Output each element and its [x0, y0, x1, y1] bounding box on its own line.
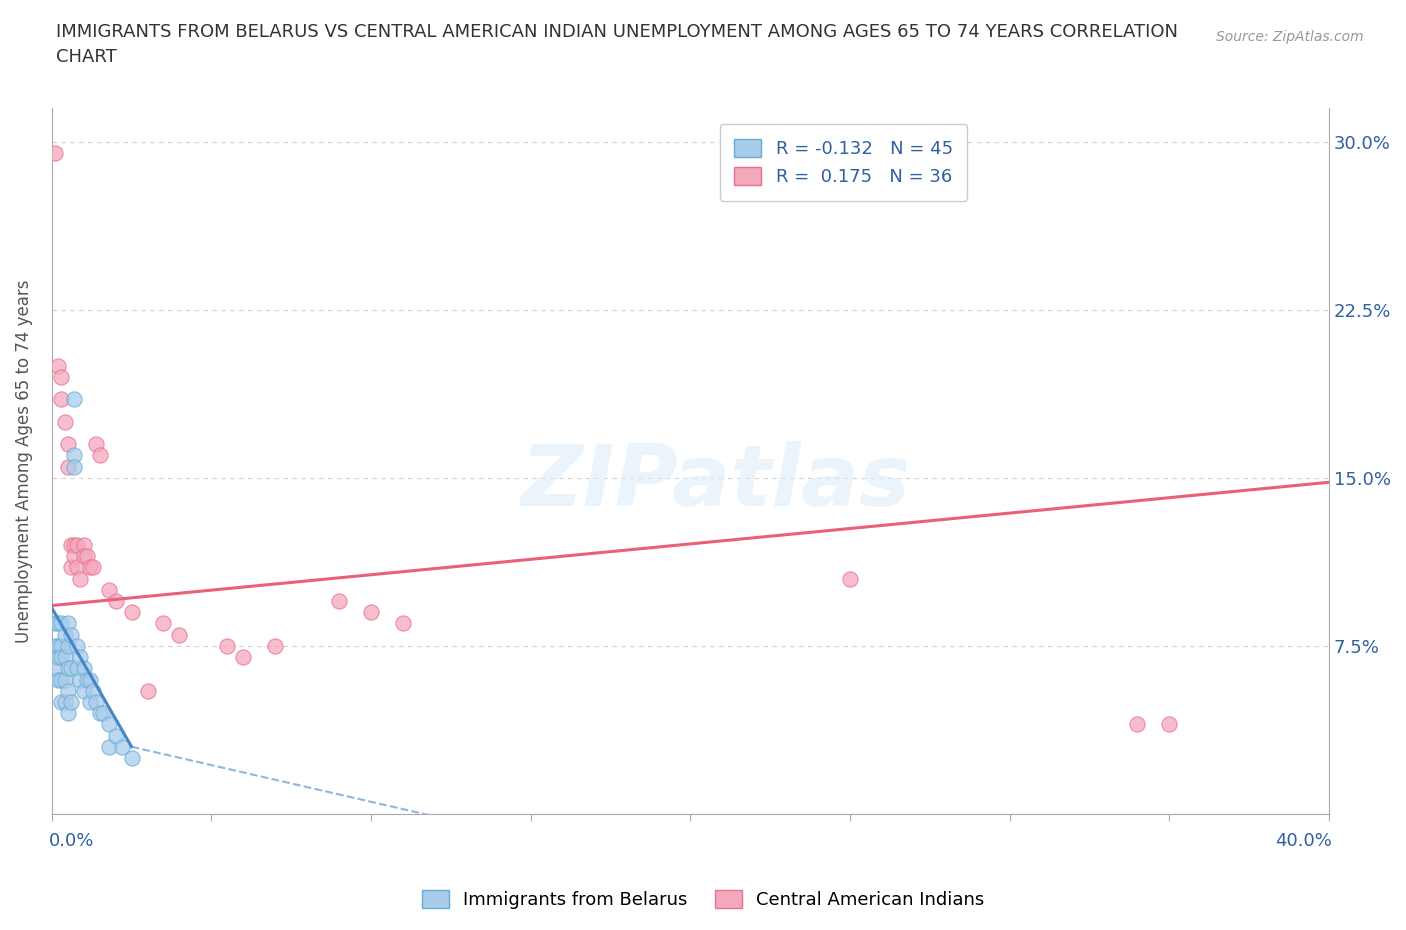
Point [111, 739, 134, 754]
Point [89, 448, 111, 463]
Point [63, 448, 86, 463]
Point [53, 627, 76, 642]
Point [51, 695, 73, 710]
Point [46, 639, 69, 654]
Point [46, 358, 69, 373]
Point [104, 728, 127, 743]
Point [63, 459, 86, 474]
Point [76, 549, 98, 564]
Point [51, 650, 73, 665]
Point [56, 684, 79, 698]
Point [46, 616, 69, 631]
Point [63, 549, 86, 564]
Point [59, 627, 82, 642]
Point [232, 650, 254, 665]
Point [1126, 717, 1149, 732]
Point [44, 661, 66, 676]
Point [121, 751, 143, 765]
Point [63, 392, 86, 406]
Point [44, 639, 66, 654]
Point [82, 684, 104, 698]
Point [79, 695, 101, 710]
Point [44, 145, 66, 160]
Point [51, 639, 73, 654]
Point [76, 672, 98, 687]
Point [98, 717, 121, 732]
Text: ZIPatlas: ZIPatlas [520, 441, 911, 524]
Point [53, 695, 76, 710]
Point [73, 684, 96, 698]
Point [59, 560, 82, 575]
Point [82, 560, 104, 575]
Point [392, 616, 415, 631]
Point [51, 672, 73, 687]
Point [169, 627, 191, 642]
Point [1159, 717, 1181, 732]
Point [56, 639, 79, 654]
Point [66, 560, 89, 575]
Point [152, 616, 174, 631]
Point [328, 593, 350, 608]
Point [136, 684, 159, 698]
Point [59, 695, 82, 710]
Point [44, 616, 66, 631]
Point [59, 661, 82, 676]
Point [63, 538, 86, 552]
Point [73, 538, 96, 552]
Point [69, 650, 91, 665]
Point [56, 459, 79, 474]
Point [98, 739, 121, 754]
Point [46, 672, 69, 687]
Point [121, 604, 143, 619]
Point [264, 639, 287, 654]
Point [217, 639, 239, 654]
Point [46, 650, 69, 665]
Point [91, 706, 114, 721]
Point [56, 661, 79, 676]
Point [86, 437, 108, 452]
Point [53, 672, 76, 687]
Point [73, 661, 96, 676]
Point [56, 437, 79, 452]
Point [79, 672, 101, 687]
Point [56, 706, 79, 721]
Point [66, 538, 89, 552]
Legend: Immigrants from Belarus, Central American Indians: Immigrants from Belarus, Central America… [415, 883, 991, 916]
Point [66, 661, 89, 676]
Point [838, 571, 860, 586]
Text: 0.0%: 0.0% [49, 831, 94, 850]
Point [69, 672, 91, 687]
Legend: R = -0.132   N = 45, R =  0.175   N = 36: R = -0.132 N = 45, R = 0.175 N = 36 [720, 124, 967, 201]
Text: IMMIGRANTS FROM BELARUS VS CENTRAL AMERICAN INDIAN UNEMPLOYMENT AMONG AGES 65 TO: IMMIGRANTS FROM BELARUS VS CENTRAL AMERI… [56, 23, 1178, 66]
Point [104, 593, 127, 608]
Point [360, 604, 382, 619]
Point [69, 571, 91, 586]
Point [73, 549, 96, 564]
Point [51, 369, 73, 384]
Point [53, 650, 76, 665]
Text: 40.0%: 40.0% [1275, 831, 1331, 850]
Point [86, 695, 108, 710]
Point [66, 639, 89, 654]
Point [51, 392, 73, 406]
Text: Source: ZipAtlas.com: Source: ZipAtlas.com [1216, 30, 1364, 44]
Point [53, 415, 76, 430]
Point [56, 616, 79, 631]
Point [98, 582, 121, 597]
Point [51, 616, 73, 631]
Y-axis label: Unemployment Among Ages 65 to 74 years: Unemployment Among Ages 65 to 74 years [15, 279, 32, 643]
Point [89, 706, 111, 721]
Point [59, 538, 82, 552]
Point [79, 560, 101, 575]
